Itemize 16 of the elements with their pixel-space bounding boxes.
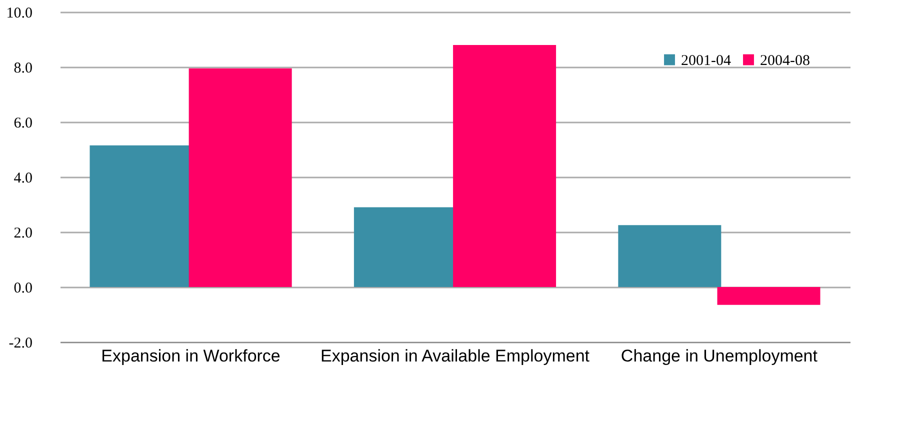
x-tick-label: Expansion in Workforce	[101, 346, 280, 366]
x-tick-label: Expansion in Available Employment	[320, 346, 590, 366]
y-tick-label: 2.0	[14, 226, 32, 242]
legend-label: 2004-08	[760, 52, 810, 69]
bar	[188, 68, 292, 287]
y-tick-label: 6.0	[14, 116, 32, 132]
y-tick-label: -2.0	[8, 336, 32, 352]
y-tick-label: 10.0	[6, 6, 32, 22]
legend-label: 2001-04	[681, 52, 732, 69]
bar	[453, 45, 556, 287]
bar	[618, 225, 722, 287]
x-tick-label: Change in Unemployment	[620, 346, 818, 366]
y-tick-label: 4.0	[14, 170, 32, 186]
y-tick-label: 0.0	[14, 280, 32, 296]
bar	[717, 287, 820, 305]
y-tick-label: 8.0	[14, 60, 32, 76]
